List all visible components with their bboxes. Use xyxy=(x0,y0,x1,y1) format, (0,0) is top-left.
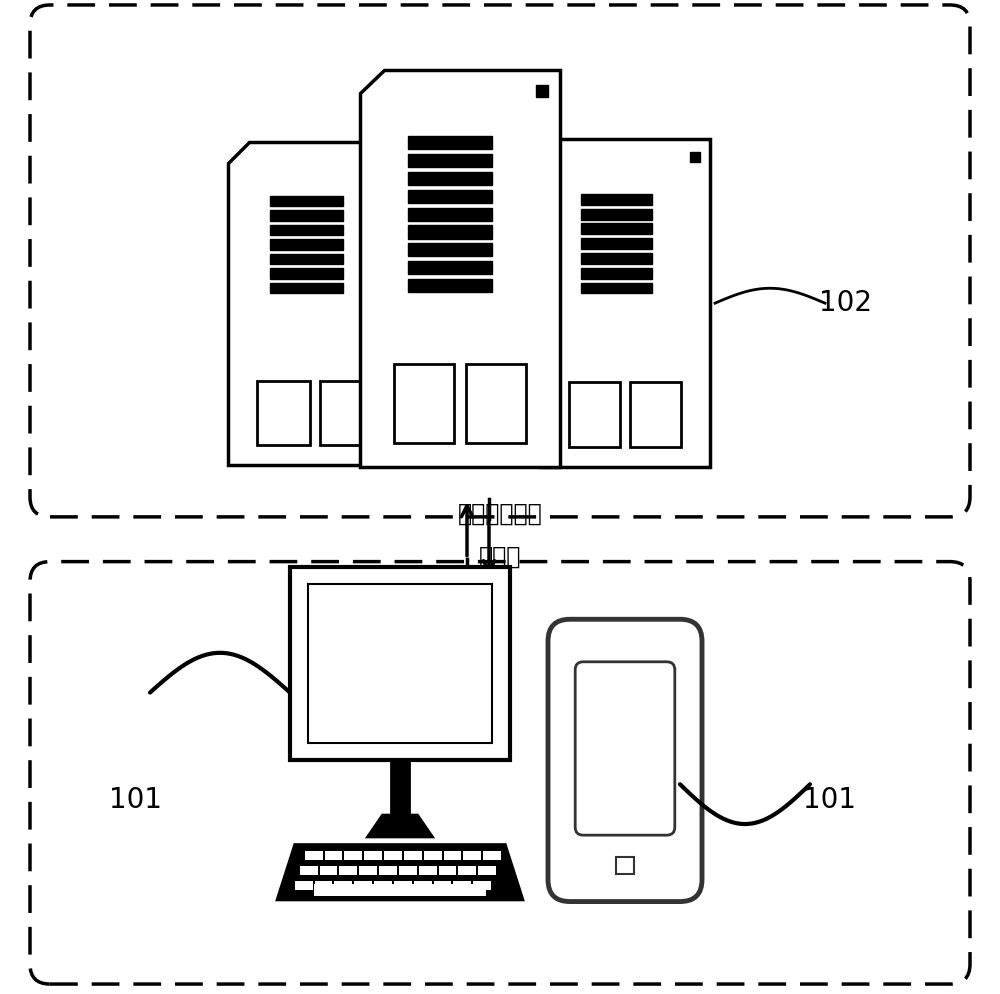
FancyBboxPatch shape xyxy=(548,619,702,902)
Polygon shape xyxy=(368,815,432,837)
Bar xyxy=(308,584,492,743)
Text: 102: 102 xyxy=(818,289,872,317)
Bar xyxy=(536,85,548,97)
Bar xyxy=(394,881,412,890)
Bar xyxy=(354,881,372,890)
Bar xyxy=(463,851,481,860)
Bar xyxy=(473,881,491,890)
Bar xyxy=(305,851,323,860)
Bar xyxy=(466,364,526,443)
Bar xyxy=(419,866,437,875)
Bar xyxy=(581,282,652,293)
Bar xyxy=(320,381,373,445)
Bar xyxy=(690,152,700,162)
Bar xyxy=(581,224,652,235)
Bar xyxy=(581,194,652,205)
Polygon shape xyxy=(278,845,522,900)
Bar xyxy=(581,253,652,263)
Bar xyxy=(408,154,492,167)
Bar xyxy=(300,866,318,875)
Polygon shape xyxy=(228,142,402,465)
Bar xyxy=(270,225,343,236)
Bar xyxy=(408,190,492,203)
Bar xyxy=(444,851,461,860)
Bar xyxy=(453,881,471,890)
Bar xyxy=(394,364,454,443)
Bar xyxy=(424,851,442,860)
Bar xyxy=(408,244,492,256)
Bar xyxy=(581,239,652,249)
Bar xyxy=(384,851,402,860)
Text: 无线网络或有: 无线网络或有 xyxy=(458,502,542,526)
Text: 101: 101 xyxy=(804,786,856,814)
Bar xyxy=(339,866,357,875)
Bar xyxy=(314,884,486,896)
Polygon shape xyxy=(540,139,710,467)
Bar xyxy=(478,866,496,875)
Bar xyxy=(364,851,382,860)
Bar xyxy=(483,851,501,860)
Bar xyxy=(270,253,343,264)
Bar xyxy=(630,382,681,447)
Bar xyxy=(374,881,392,890)
Bar xyxy=(314,881,332,890)
Bar xyxy=(408,172,492,185)
Bar xyxy=(325,851,342,860)
Bar xyxy=(408,261,492,274)
Bar xyxy=(270,210,343,221)
Bar xyxy=(381,154,392,165)
Bar xyxy=(270,283,343,293)
Bar xyxy=(270,268,343,279)
Bar xyxy=(404,851,422,860)
Bar xyxy=(458,866,476,875)
Bar xyxy=(270,196,343,206)
FancyBboxPatch shape xyxy=(30,5,970,517)
Bar xyxy=(359,866,377,875)
Bar xyxy=(581,209,652,220)
FancyBboxPatch shape xyxy=(30,562,970,984)
Bar xyxy=(434,881,451,890)
Bar xyxy=(257,381,310,445)
Polygon shape xyxy=(360,70,560,467)
Bar xyxy=(439,866,456,875)
Bar xyxy=(344,851,362,860)
Bar xyxy=(408,226,492,239)
Text: 101: 101 xyxy=(108,786,162,814)
Bar xyxy=(581,267,652,278)
Bar xyxy=(399,866,417,875)
Bar xyxy=(408,136,492,149)
Bar xyxy=(295,881,312,890)
Text: 线网络: 线网络 xyxy=(479,545,521,569)
Bar xyxy=(270,240,343,249)
Bar xyxy=(334,881,352,890)
Bar xyxy=(414,881,432,890)
Bar xyxy=(408,279,492,292)
FancyBboxPatch shape xyxy=(575,662,675,835)
Bar xyxy=(391,760,409,815)
Bar xyxy=(616,857,634,874)
Bar xyxy=(379,866,397,875)
Bar xyxy=(320,866,337,875)
Bar xyxy=(569,382,620,447)
Bar xyxy=(408,208,492,221)
Bar xyxy=(290,567,510,760)
